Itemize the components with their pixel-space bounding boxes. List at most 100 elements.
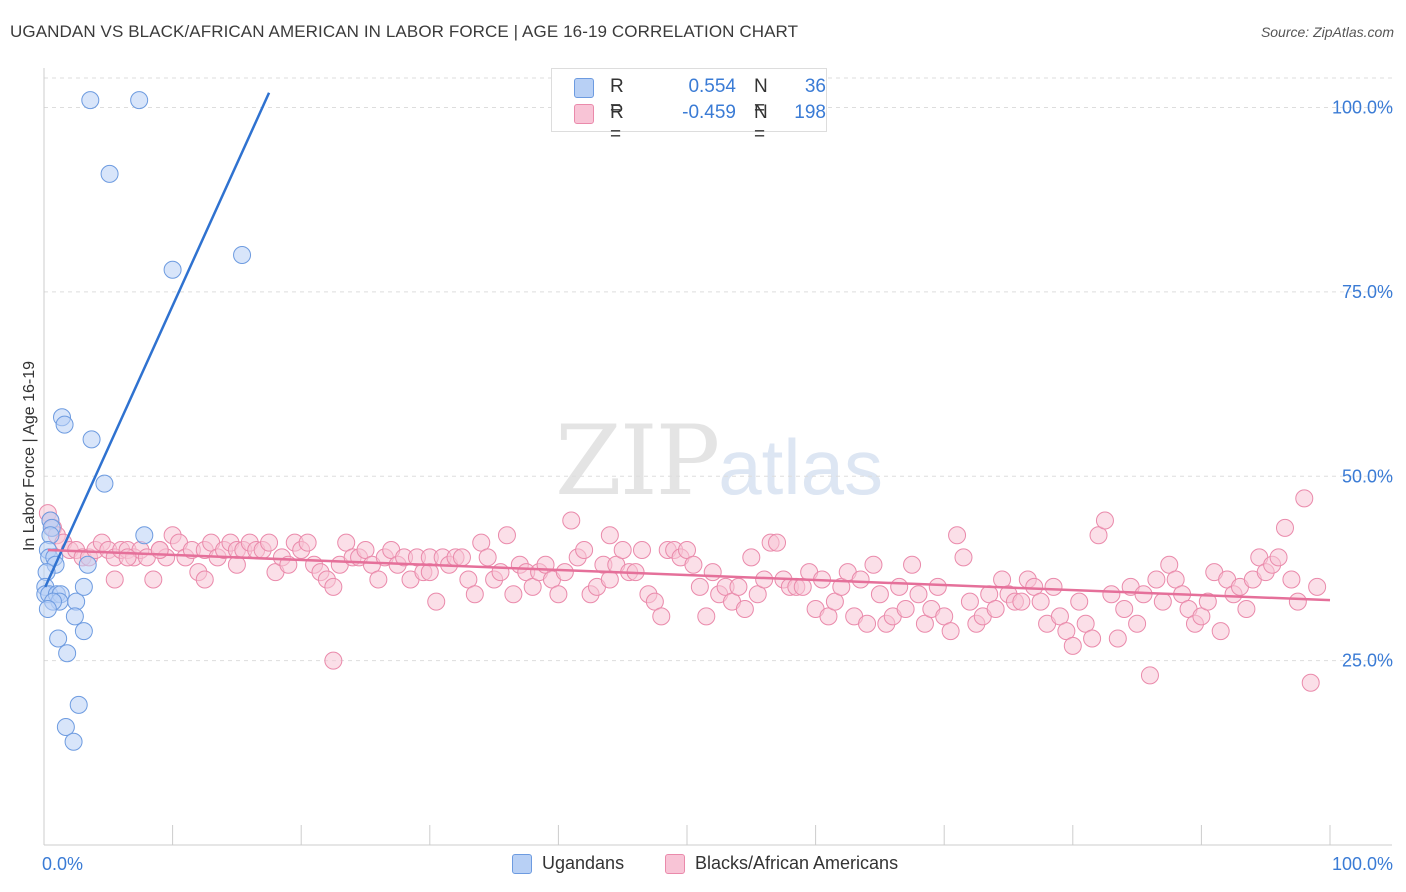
black-african-american-point — [729, 577, 748, 596]
black-african-american-point — [954, 548, 973, 567]
ugandan-point — [49, 629, 68, 648]
ugandan-point — [100, 164, 119, 183]
ugandan-point — [95, 474, 114, 493]
ugandan-point — [82, 430, 101, 449]
legend-n-value-blacks: 198 — [794, 102, 826, 123]
black-african-american-point — [632, 541, 651, 559]
ugandan-point — [130, 91, 149, 110]
legend-n-label: N = — [754, 76, 768, 119]
black-african-american-point — [909, 585, 928, 604]
black-african-american-point — [1140, 666, 1159, 685]
black-african-american-point — [684, 555, 703, 574]
ugandan-point — [65, 607, 84, 626]
black-african-american-point — [1237, 600, 1256, 618]
correlation-legend: R = 0.554 N = 36 R = -0.459 N = 198 — [551, 68, 827, 145]
black-african-american-point — [928, 577, 947, 596]
watermark-zip: ZIP — [555, 405, 720, 517]
ugandan-point — [58, 644, 77, 663]
legend-r-value-blacks: -0.459 — [682, 102, 736, 123]
black-african-american-point — [703, 563, 722, 582]
black-african-american-point — [1115, 600, 1134, 618]
ugandan-point — [64, 732, 83, 751]
black-african-american-point — [1153, 592, 1172, 611]
black-african-american-point — [1128, 614, 1147, 633]
black-african-american-point — [600, 526, 619, 545]
black-african-american-point — [1211, 622, 1230, 641]
black-african-american-point — [465, 585, 484, 604]
black-african-american-point — [369, 570, 388, 589]
ugandan-point — [55, 415, 74, 434]
ugandan-point — [135, 526, 154, 545]
legend-n-label: N = — [754, 102, 768, 145]
black-african-american-point — [118, 548, 137, 567]
ugandan-point — [81, 91, 100, 110]
black-african-american-point — [555, 563, 574, 582]
black-african-american-point — [858, 614, 877, 633]
black-african-american-point — [864, 555, 883, 574]
ugandan-point — [38, 600, 57, 618]
black-african-american-point — [504, 585, 523, 604]
ugandan-point — [56, 718, 75, 736]
x-tick-label-max: 100.0% — [1332, 854, 1393, 874]
black-african-american-point — [903, 555, 922, 574]
black-african-american-point — [652, 607, 671, 626]
black-african-american-point — [1083, 629, 1102, 648]
black-african-american-point — [491, 563, 510, 582]
black-african-american-point — [600, 570, 619, 589]
black-african-american-point — [1269, 548, 1288, 567]
black-african-american-point — [960, 592, 979, 611]
legend-r-label: R = — [610, 76, 624, 119]
black-african-american-point — [948, 526, 967, 545]
black-african-american-point — [150, 541, 169, 559]
black-african-american-point — [1102, 585, 1121, 604]
black-african-american-point — [735, 600, 754, 618]
black-african-american-point — [144, 570, 163, 589]
ugandan-point — [163, 260, 182, 279]
black-african-american-point — [941, 622, 960, 641]
ugandan-trend-line — [44, 92, 271, 588]
legend-swatch-ugandans — [574, 78, 594, 98]
black-african-american-point — [1108, 629, 1127, 648]
black-african-american-point — [1095, 511, 1114, 530]
black-african-american-point — [1295, 489, 1314, 508]
black-african-american-point — [1012, 592, 1031, 611]
black-african-american-point — [851, 570, 870, 589]
black-african-american-point — [1044, 577, 1063, 596]
black-african-american-point — [1301, 673, 1320, 692]
black-african-american-point — [890, 577, 909, 596]
black-african-american-point — [427, 592, 446, 611]
black-african-american-point — [742, 548, 761, 567]
black-african-american-point — [324, 651, 343, 670]
black-african-american-point — [105, 570, 124, 589]
black-african-american-point — [478, 548, 497, 567]
black-african-american-point — [195, 570, 214, 589]
black-african-american-point — [1275, 518, 1294, 537]
ugandan-point — [69, 695, 88, 714]
y-tick-label: 50.0% — [1342, 466, 1393, 486]
black-african-american-point — [298, 533, 317, 552]
black-african-american-point — [1198, 592, 1217, 611]
x-tick-label-min: 0.0% — [42, 854, 83, 874]
chart-title: UGANDAN VS BLACK/AFRICAN AMERICAN IN LAB… — [10, 22, 799, 41]
black-african-american-point — [260, 533, 279, 552]
black-african-american-point — [420, 563, 439, 582]
black-african-american-point — [562, 511, 581, 530]
black-african-american-point — [613, 541, 632, 559]
black-african-american-point — [768, 533, 787, 552]
watermark: ZIPatlas — [555, 405, 883, 517]
black-african-american-point — [690, 577, 709, 596]
black-african-american-point — [497, 526, 516, 545]
black-african-american-point — [1063, 636, 1082, 655]
bottom-legend-label-blacks: Blacks/African Americans — [695, 853, 899, 873]
legend-r-label: R = — [610, 102, 624, 145]
black-african-american-trend-line — [47, 548, 1331, 602]
source-label: Source: ZipAtlas.com — [1260, 24, 1394, 40]
y-tick-label: 25.0% — [1342, 651, 1393, 671]
ugandan-point — [78, 555, 97, 574]
black-african-american-point — [1147, 570, 1166, 589]
y-tick-label: 100.0% — [1332, 98, 1393, 118]
black-african-american-point — [1070, 592, 1089, 611]
black-african-american-point — [1282, 570, 1301, 589]
legend-r-value-ugandans: 0.554 — [688, 76, 736, 97]
